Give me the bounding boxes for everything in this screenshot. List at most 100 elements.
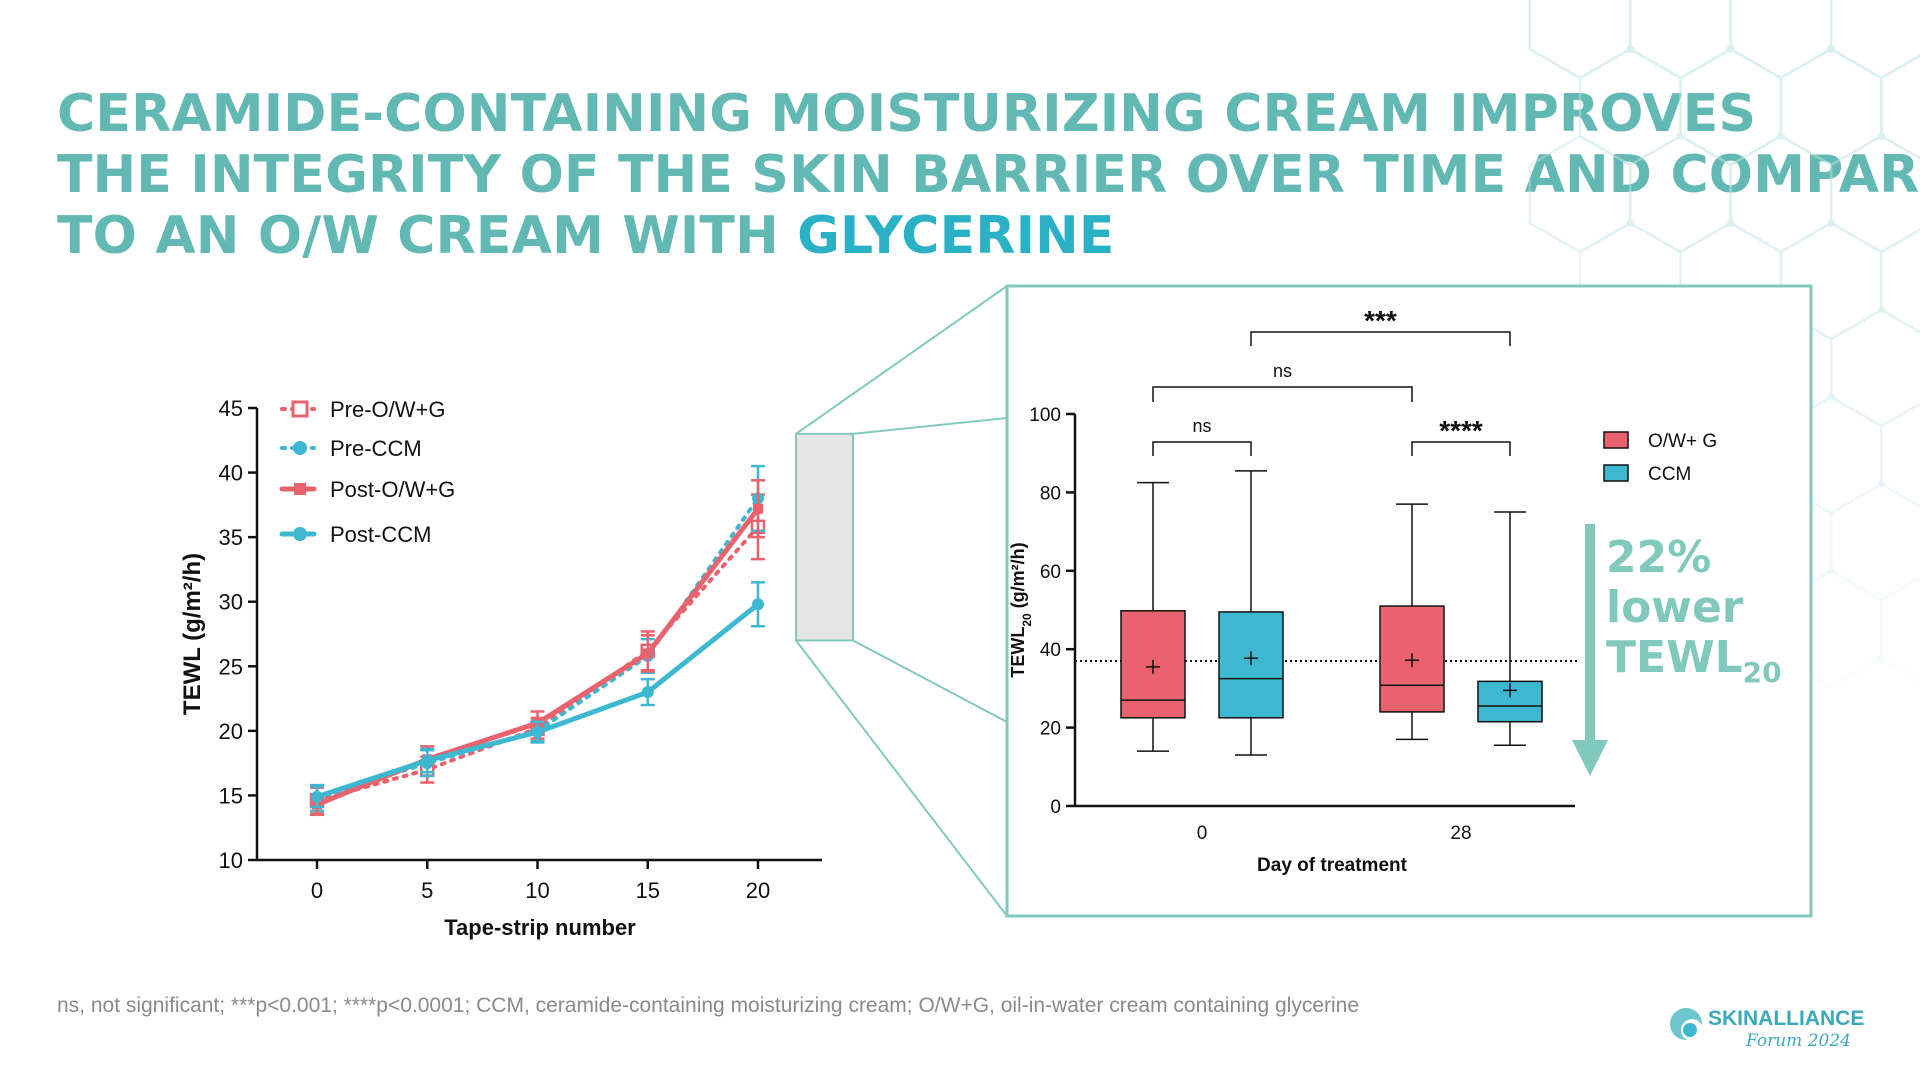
hexagon-outline <box>1628 134 1732 254</box>
series-line <box>314 601 761 800</box>
data-point <box>531 726 544 739</box>
legend-label: Pre-CCM <box>330 436 422 461</box>
zoom-connector-bottom-right <box>852 639 1008 723</box>
skinalliance-logo: SKINALLIANCE Forum 2024 <box>1670 1007 1864 1051</box>
hexagon-outline <box>1578 47 1682 167</box>
y-tick-label: 10 <box>219 848 243 873</box>
logo-brand: SKINALLIANCE <box>1708 1007 1864 1030</box>
hexagon-outline <box>1829 308 1920 428</box>
hexagon-outline <box>1829 134 1920 254</box>
y-title-subscript: 20 <box>1020 613 1034 627</box>
data-point <box>642 648 653 659</box>
hexagon-node <box>1626 219 1635 227</box>
hexagon-node <box>1877 306 1886 314</box>
hexagon-node <box>1776 132 1785 140</box>
legend-swatch <box>1603 464 1629 482</box>
legend-marker <box>291 400 309 418</box>
y-tick-label: 40 <box>219 461 243 486</box>
hexagon-node <box>1877 480 1886 488</box>
hexagon-node <box>1827 219 1836 227</box>
x-tick-label: 10 <box>525 878 549 903</box>
logo-mark-icon <box>1670 1008 1703 1041</box>
annotation-tewl: TEWL <box>1606 632 1743 683</box>
title-line-3: TO AN O/W CREAM WITH GLYCERINE <box>57 206 1920 267</box>
x-category-label: 0 <box>1197 823 1208 844</box>
hexagon-outline <box>1528 134 1632 254</box>
x-category-label: 28 <box>1450 823 1471 844</box>
box-plot-panel <box>1005 284 1813 918</box>
y-title-units: (g/m²/h) <box>1008 542 1028 613</box>
box-plot-y-axis-title: TEWL20 (g/m²/h) <box>1008 542 1034 677</box>
series-line <box>315 524 760 803</box>
hexagon-outline <box>1528 0 1632 80</box>
bracket <box>1250 331 1511 346</box>
hexagon-outline <box>1880 576 1920 682</box>
hexagon-outline <box>1880 402 1920 508</box>
hexagon-outline <box>1729 134 1833 254</box>
series-post-ccm <box>310 581 765 809</box>
legend-label: Pre-O/W+G <box>330 397 446 422</box>
zoom-connector-bottom-left <box>795 639 1008 917</box>
down-arrow-head-icon <box>1572 740 1608 776</box>
box-series-ccm <box>1218 470 1543 756</box>
legend-marker <box>294 483 306 495</box>
y-tick-label: 0 <box>1050 797 1061 818</box>
significance-label: ns <box>1192 416 1211 436</box>
logo-subtitle: Forum 2024 <box>1745 1031 1851 1051</box>
line-chart-y-axis-title: TEWL (g/m²/h) <box>179 553 206 715</box>
y-tick-label: 80 <box>1040 483 1061 504</box>
line-chart-legend: Pre-O/W+G Pre-CCM Post-O/W+G Post-CCM <box>279 397 455 547</box>
bracket <box>1411 441 1511 456</box>
y-tick-label: 25 <box>219 654 243 679</box>
significance-label: **** <box>1439 415 1483 446</box>
line-chart: 10 15 20 25 30 35 40 45 0 5 10 15 20 Tape-strip numbe… <box>179 285 1008 940</box>
y-tick-label: 35 <box>219 525 243 550</box>
hexagon-node <box>1827 567 1836 575</box>
slide-title: CERAMIDE-CONTAINING MOISTURIZING CREAM I… <box>57 84 1920 267</box>
zoom-connector-top-right <box>852 417 1008 435</box>
legend-marker <box>293 441 307 455</box>
annotation-percent: 22% <box>1606 532 1711 583</box>
legend-label: Post-CCM <box>330 522 431 547</box>
hexagon-node <box>1676 132 1685 140</box>
hexagon-outline <box>1829 482 1920 602</box>
y-tick-label: 15 <box>219 783 243 808</box>
bracket <box>1152 386 1413 402</box>
box-plot-x-axis-title: Day of treatment <box>1257 855 1408 876</box>
data-point <box>752 598 764 611</box>
data-point <box>421 754 434 767</box>
x-tick-label: 5 <box>421 878 433 903</box>
x-tick-label: 15 <box>636 878 660 903</box>
box-series-o-w-g <box>1120 481 1445 752</box>
legend-swatch <box>1603 431 1629 449</box>
y-tick-label: 30 <box>219 590 243 615</box>
y-tick-label: 45 <box>219 396 243 421</box>
hexagon-node <box>1877 654 1886 662</box>
series-pre-ccm <box>310 464 765 813</box>
hexagon-node <box>1877 132 1886 140</box>
data-point <box>311 790 323 803</box>
y-title-main: TEWL <box>1008 627 1028 678</box>
hexagon-node <box>1726 219 1735 227</box>
annotation-subscript: 20 <box>1743 656 1782 689</box>
hexagon-outline <box>1679 47 1783 167</box>
y-tick-label: 40 <box>1040 640 1061 661</box>
title-line-3-start: TO AN O/W CREAM WITH <box>57 206 798 266</box>
annotation-line-3: TEWL20 <box>1606 632 1782 689</box>
bracket <box>1152 441 1252 456</box>
x-tick-label: 0 <box>311 878 323 903</box>
annotation-line-2: lower <box>1606 582 1744 633</box>
y-tick-label: 20 <box>1040 719 1061 740</box>
title-emphasis: GLYCERINE <box>797 206 1115 266</box>
legend-label: O/W+ G <box>1648 431 1717 452</box>
y-tick-label: 100 <box>1029 405 1061 426</box>
hexagon-node <box>1827 393 1836 401</box>
zoom-band <box>795 432 854 642</box>
significance-label: *** <box>1364 305 1397 336</box>
significance-label: ns <box>1273 361 1292 381</box>
y-tick-label: 60 <box>1040 562 1061 583</box>
